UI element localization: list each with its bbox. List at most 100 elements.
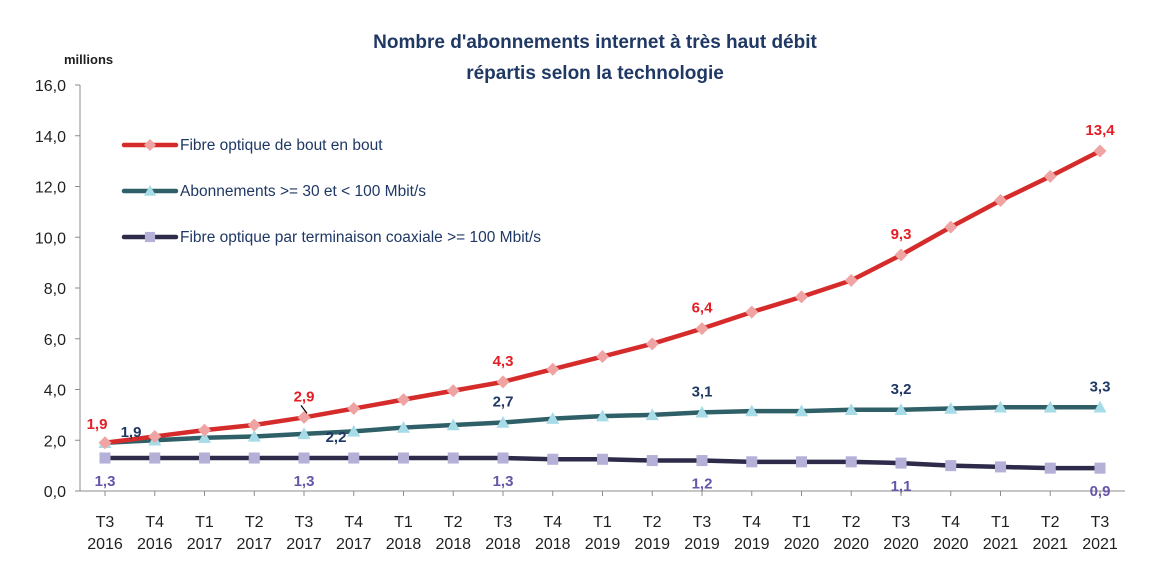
x-tick-label-year: 2016 (87, 536, 123, 553)
x-tick-label-quarter: T1 (394, 514, 413, 531)
diamond-marker (596, 350, 609, 364)
data-label: 2,7 (493, 393, 514, 410)
legend-label: Fibre optique de bout en bout (180, 137, 383, 154)
x-tick-label-quarter: T3 (1091, 514, 1110, 531)
series-layer (98, 144, 1107, 474)
square-marker (348, 452, 360, 464)
legend-item-2: Fibre optique par terminaison coaxiale >… (121, 229, 541, 246)
legend-item-1: Abonnements >= 30 et < 100 Mbit/s (121, 183, 426, 200)
y-tick-label: 2,0 (44, 433, 66, 450)
square-marker (397, 452, 410, 464)
triangle-marker (297, 427, 311, 440)
x-tick-label-quarter: T1 (991, 514, 1010, 531)
square-marker (1044, 462, 1056, 474)
square-marker (895, 457, 907, 469)
x-tick-label-year: 2021 (1082, 536, 1118, 553)
diamond-marker (994, 193, 1007, 207)
x-tick-label-quarter: T4 (543, 514, 562, 531)
square-marker (149, 452, 161, 464)
x-tick-label-year: 2019 (734, 536, 770, 553)
x-tick-label-year: 2020 (933, 536, 969, 553)
y-tick-label: 8,0 (44, 281, 66, 298)
square-marker (845, 456, 857, 468)
y-tick-label: 14,0 (35, 129, 66, 146)
triangle-marker (198, 431, 211, 443)
x-tick-label-year: 2017 (336, 536, 372, 553)
y-tick-label: 6,0 (44, 332, 66, 349)
data-label: 1,2 (692, 476, 713, 493)
data-label: 1,3 (294, 473, 315, 490)
data-label: 2,9 (294, 388, 315, 405)
legend: Fibre optique de bout en bout Abonnements… (121, 137, 541, 246)
y-tick-label: 0,0 (44, 484, 66, 501)
y-tick-label: 16,0 (35, 78, 66, 95)
x-tick-label-quarter: T2 (444, 514, 463, 531)
triangle-marker (144, 185, 156, 196)
x-tick-label-quarter: T3 (693, 514, 712, 531)
triangle-marker (745, 404, 759, 417)
x-tick-label-quarter: T4 (145, 514, 164, 531)
y-tick-label: 12,0 (35, 180, 66, 197)
diamond-marker (944, 220, 958, 234)
triangle-marker (894, 403, 908, 415)
triangle-marker (446, 418, 460, 431)
square-marker (646, 455, 658, 467)
data-label: 13,4 (1085, 122, 1115, 139)
diamond-marker (546, 362, 560, 376)
x-tick-label-quarter: T4 (344, 514, 363, 531)
x-tick-label-quarter: T3 (96, 514, 115, 531)
diamond-marker (645, 337, 659, 351)
triangle-marker (944, 402, 958, 414)
label-leader-line (300, 405, 308, 414)
x-tick-label-quarter: T3 (494, 514, 513, 531)
data-labels: 1,9 2,9 4,3 6,4 9,3 13,4 1,9 2,2 2,7 3,1 3,2 3,3 1,3… (87, 122, 1116, 500)
data-label: 6,4 (692, 300, 714, 317)
data-label: 9,3 (891, 226, 912, 243)
legend-item-0: Fibre optique de bout en bout (121, 137, 383, 154)
square-marker (547, 453, 559, 465)
diamond-marker (347, 402, 361, 416)
diamond-marker (844, 273, 858, 287)
triangle-marker (1043, 400, 1057, 413)
x-tick-label-quarter: T2 (1041, 514, 1060, 531)
square-marker (447, 452, 459, 464)
triangle-marker (844, 403, 858, 415)
data-label: 1,3 (95, 473, 116, 490)
x-tick-label-quarter: T2 (245, 514, 264, 531)
square-marker (298, 452, 310, 464)
square-marker (994, 461, 1007, 473)
diamond-marker (1093, 144, 1107, 158)
diamond-marker (695, 322, 709, 336)
x-tick-label-year: 2020 (784, 536, 820, 553)
square-marker (248, 452, 260, 464)
x-tick-label-quarter: T1 (593, 514, 612, 531)
x-tick-label-year: 2021 (983, 536, 1019, 553)
x-tick-label-year: 2021 (1032, 536, 1068, 553)
chart-title: Nombre d'abonnements internet à très hau… (373, 32, 817, 84)
x-tick-label-year: 2017 (236, 536, 272, 553)
square-marker (696, 455, 708, 467)
x-tick-label-year: 2020 (833, 536, 869, 553)
x-tick-label-year: 2018 (485, 536, 521, 553)
diamond-marker (745, 305, 759, 319)
diamond-marker (144, 139, 156, 151)
square-marker (198, 452, 211, 464)
triangle-marker (247, 429, 261, 442)
square-marker (1094, 462, 1106, 474)
data-label: 1,9 (121, 424, 142, 441)
x-tick-label-year: 2019 (585, 536, 621, 553)
x-tick-label-quarter: T4 (941, 514, 960, 531)
x-tick-label-quarter: T2 (842, 514, 861, 531)
series-0 (98, 144, 1107, 450)
x-tick-label-year: 2017 (286, 536, 322, 553)
triangle-marker (994, 400, 1007, 413)
x-tick-label-year: 2020 (883, 536, 919, 553)
series-1 (98, 400, 1107, 448)
legend-label: Abonnements >= 30 et < 100 Mbit/s (180, 183, 426, 200)
triangle-marker (596, 409, 609, 422)
triangle-marker (695, 405, 709, 418)
diamond-marker (894, 248, 908, 262)
chart-title-line-2: répartis selon la technologie (466, 63, 724, 84)
triangle-marker (645, 408, 659, 421)
square-marker (945, 460, 957, 472)
